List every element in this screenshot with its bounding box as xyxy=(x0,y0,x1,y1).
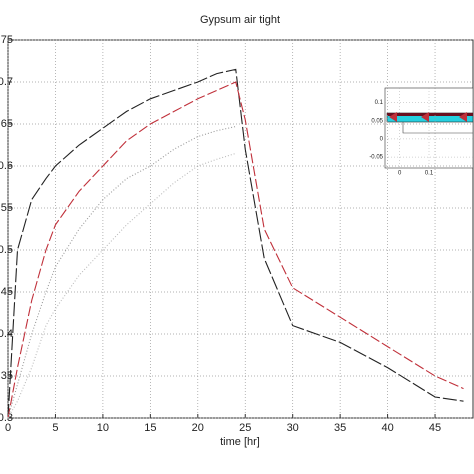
x-tick-label: 5 xyxy=(52,422,58,434)
inset-y-tick-label: 0 xyxy=(380,136,384,142)
y-tick-label: 0.4 xyxy=(0,328,13,340)
y-tick-label: 0.75 xyxy=(0,34,13,46)
y-tick-label: 0.7 xyxy=(0,76,13,88)
inset-line xyxy=(402,122,473,134)
inset-arrow xyxy=(459,112,467,122)
inset-x-tick-label: 0 xyxy=(398,171,402,177)
y-tick-label: 0.6 xyxy=(0,160,13,172)
x-tick-label: 45 xyxy=(429,422,441,434)
data-line xyxy=(7,81,464,419)
inset-y-tick-label: 0.05 xyxy=(371,118,383,124)
inset-y-tick-label: -0.05 xyxy=(369,155,383,161)
inset-arrow xyxy=(421,112,429,122)
y-tick-label: 0.3 xyxy=(0,412,13,424)
x-axis-label: time [hr] xyxy=(220,436,260,448)
inset-y-tick-label: 0.1 xyxy=(375,100,384,106)
data-line xyxy=(7,68,464,419)
inset: -0.05 0 0.05 0.1 0 0.1 xyxy=(369,87,474,177)
inset-arrow xyxy=(389,112,397,122)
x-tick-label: 30 xyxy=(287,422,299,434)
x-tick-label: 25 xyxy=(239,422,251,434)
x-tick-label: 15 xyxy=(144,422,156,434)
data-line xyxy=(7,152,236,419)
inset-top xyxy=(387,113,473,116)
y-tick-label: 0.45 xyxy=(0,286,13,298)
inset-x-tick-label: 0.1 xyxy=(425,171,434,177)
x-tick-label: 10 xyxy=(97,422,109,434)
data-line xyxy=(7,125,236,419)
x-tick-label: 35 xyxy=(334,422,346,434)
x-tick-label: 0 xyxy=(5,422,11,434)
y-tick-label: 0.65 xyxy=(0,118,13,130)
x-tick-label: 20 xyxy=(192,422,204,434)
y-tick-label: 0.55 xyxy=(0,202,13,214)
chart-title: Gypsum air tight xyxy=(200,14,280,26)
y-tick-label: 0.5 xyxy=(0,244,13,256)
x-tick-label: 40 xyxy=(381,422,393,434)
